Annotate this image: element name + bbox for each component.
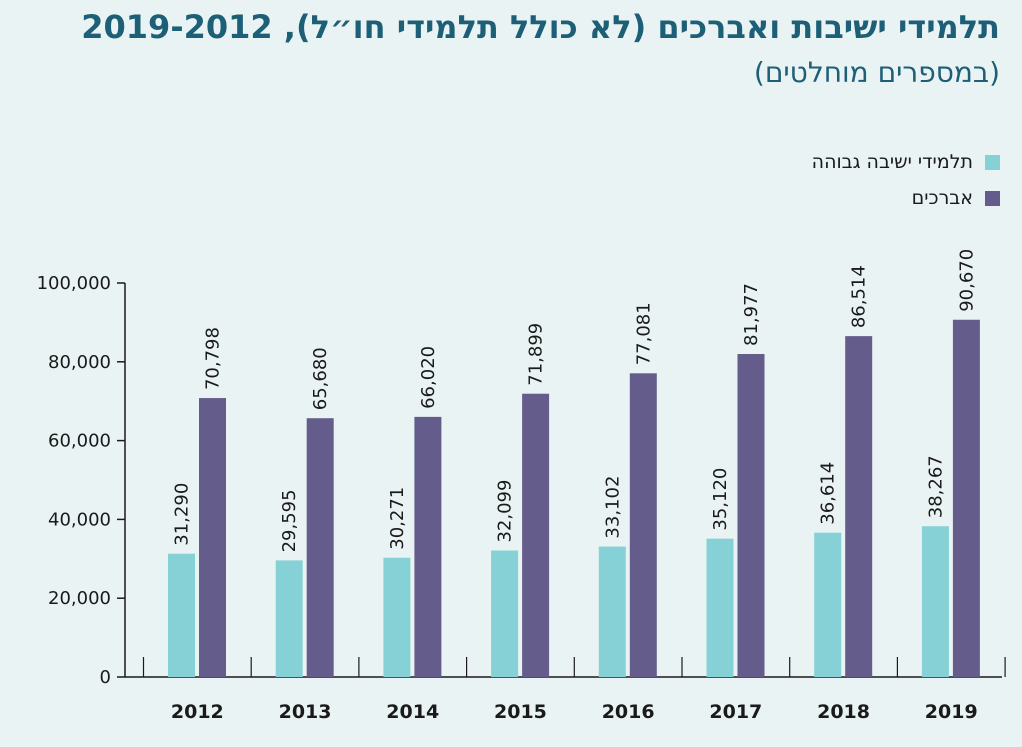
legend-swatch-avrechim	[985, 190, 1000, 206]
bar-yeshiva	[814, 532, 842, 677]
data-label-yeshiva: 29,595	[279, 489, 300, 552]
data-label-yeshiva: 35,120	[710, 468, 731, 531]
bar-avrechim	[199, 398, 226, 677]
y-tick-label: 80,000	[48, 352, 111, 373]
data-label-avrechim: 90,670	[956, 249, 977, 312]
x-tick-label: 2016	[602, 701, 655, 723]
legend-item-yeshiva: תלמידי ישיבה גבוהה	[812, 150, 1000, 174]
data-label-avrechim: 71,899	[526, 323, 547, 386]
data-label-avrechim: 81,977	[741, 283, 762, 346]
bar-yeshiva	[921, 526, 949, 677]
data-label-avrechim: 66,020	[418, 346, 439, 409]
data-label-yeshiva: 30,271	[387, 487, 408, 550]
x-tick-label: 2012	[171, 701, 224, 723]
chart-title: תלמידי ישיבות ואברכים (לא כולל תלמידי חו…	[81, 8, 1000, 46]
data-label-avrechim: 86,514	[849, 265, 870, 328]
data-label-avrechim: 77,081	[633, 302, 654, 365]
chart-subtitle: (במספרים מוחלטים)	[753, 56, 1000, 89]
data-label-yeshiva: 33,102	[602, 476, 623, 539]
y-tick-label: 60,000	[48, 431, 111, 452]
legend-swatch-yeshiva	[985, 154, 1000, 170]
y-tick-label: 0	[100, 667, 111, 688]
legend-label-avrechim: אברכים	[911, 187, 973, 209]
bar-yeshiva	[706, 538, 734, 677]
data-label-yeshiva: 32,099	[495, 480, 516, 543]
y-tick-label: 100,000	[37, 273, 111, 294]
bar-avrechim	[952, 319, 980, 677]
data-label-yeshiva: 38,267	[925, 455, 946, 518]
data-label-yeshiva: 36,614	[818, 462, 839, 525]
bar-avrechim	[737, 354, 765, 677]
x-tick-label: 2019	[925, 701, 978, 723]
bar-yeshiva	[275, 560, 303, 677]
x-tick-label: 2013	[279, 701, 332, 723]
data-label-yeshiva: 31,290	[172, 483, 193, 546]
x-tick-label: 2015	[494, 701, 547, 723]
data-label-avrechim: 70,798	[203, 327, 224, 390]
bar-yeshiva	[491, 550, 519, 677]
bar-avrechim	[306, 418, 334, 677]
y-tick-label: 20,000	[48, 588, 111, 609]
bar-yeshiva	[383, 557, 411, 677]
chart-legend: תלמידי ישיבה גבוהה אברכים	[812, 150, 1000, 222]
x-tick-label: 2014	[386, 701, 439, 723]
bar-yeshiva	[168, 553, 195, 677]
bar-avrechim	[845, 336, 873, 677]
bar-avrechim	[414, 416, 442, 677]
legend-item-avrechim: אברכים	[812, 186, 1000, 210]
x-tick-label: 2018	[817, 701, 870, 723]
y-tick-label: 40,000	[48, 509, 111, 530]
bar-avrechim	[522, 393, 550, 677]
data-label-avrechim: 65,680	[310, 347, 331, 410]
bar-yeshiva	[598, 546, 626, 677]
bar-avrechim	[629, 373, 657, 677]
x-tick-label: 2017	[709, 701, 762, 723]
legend-label-yeshiva: תלמידי ישיבה גבוהה	[811, 151, 973, 173]
